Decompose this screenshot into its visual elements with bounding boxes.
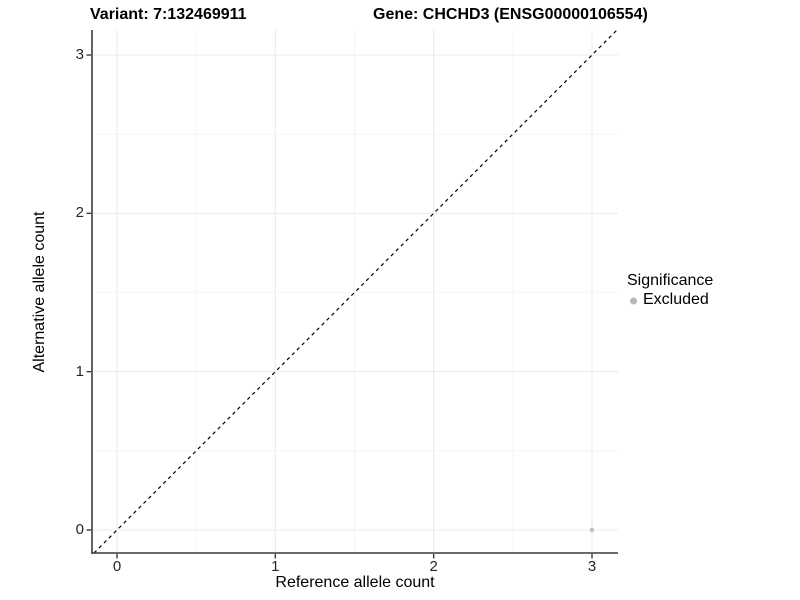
x-tick-label: 0 [112, 558, 122, 575]
legend: Significance Excluded [627, 272, 713, 309]
x-axis-title: Reference allele count [275, 574, 435, 591]
legend-point-icon [630, 297, 637, 304]
legend-entry-excluded: Excluded [627, 291, 713, 309]
x-tick-label: 3 [587, 558, 597, 575]
x-tick-label: 2 [429, 558, 438, 575]
y-tick-label: 3 [75, 46, 84, 63]
legend-entry-label: Excluded [643, 291, 709, 308]
variant-title: Variant: 7:132469911 [90, 6, 247, 23]
legend-title: Significance [627, 272, 714, 289]
data-point [589, 527, 595, 533]
y-tick-label: 0 [75, 521, 84, 538]
gene-title: Gene: CHCHD3 (ENSG00000106554) [373, 6, 648, 23]
x-tick-label: 1 [271, 558, 280, 575]
identity-reference-line [93, 29, 618, 554]
y-tick-label: 2 [75, 204, 84, 222]
y-axis-title: Alternative allele count [31, 211, 48, 373]
y-tick-label: 1 [75, 362, 84, 380]
